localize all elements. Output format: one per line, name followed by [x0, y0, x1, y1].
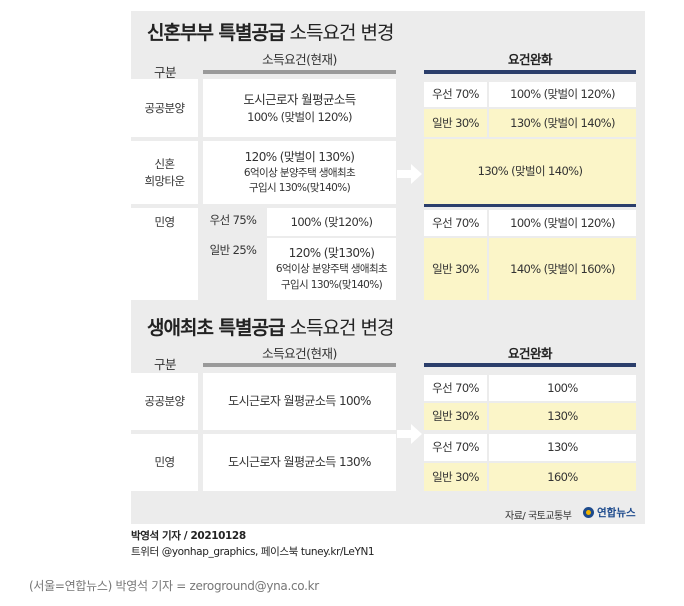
s2-private-priority-label: 우선 70% [424, 434, 487, 461]
s1-town-current-line2: 6억이상 분양주택 생애최초 [243, 166, 356, 179]
s2-public-general-value: 130% [489, 403, 636, 430]
s1-private-relaxed-general-label: 일반 30% [424, 238, 487, 300]
s1-private-general-label: 일반 25% [209, 242, 257, 257]
s1-private-general-line2: 6억이상 분양주택 생애최초 [275, 263, 388, 276]
s1-town-current: 120% (맞벌이 130%) 6억이상 분양주택 생애최초 구입시 130%(… [203, 141, 396, 204]
s2-private-priority-value: 130% [489, 434, 636, 461]
s1-current-bar [203, 70, 396, 74]
source-text: 자료/ 국토교통부 [505, 511, 572, 522]
s2-public-label: 공공분양 [131, 373, 198, 430]
s2-public-priority-label: 우선 70% [424, 375, 487, 401]
s1-public-general-value: 130% (맞벌이 140%) [489, 109, 636, 137]
section1-title-rest: 소득요건 변경 [289, 22, 395, 44]
arrow-right-icon [397, 164, 422, 184]
s1-private-relaxed-priority-value: 100% (맞벌이 120%) [489, 210, 636, 236]
s1-private-general-line3: 구입시 130%(맞140%) [280, 278, 383, 291]
s1-col-relaxed: 요건완화 [507, 52, 553, 67]
s1-public-priority-value: 100% (맞벌이 120%) [489, 82, 636, 107]
s1-private-priority-current: 100% (맞120%) [267, 208, 396, 236]
section2-title-bold: 생애최초 특별공급 [147, 317, 285, 339]
s1-public-current: 도시근로자 월평균소득 100% (맞벌이 120%) [203, 79, 396, 137]
s1-town-label: 신혼 희망타운 [131, 141, 198, 204]
s1-private-general-line1: 120% (맞130%) [288, 246, 375, 261]
article-footer: (서울=연합뉴스) 박영석 기자 = zeroground@yna.co.kr [29, 579, 319, 593]
s1-public-label: 공공분양 [131, 79, 198, 137]
s1-private-relaxed-priority-label: 우선 70% [424, 210, 487, 236]
credit-line2: 트위터 @yonhap_graphics, 페이스북 tuney.kr/LeYN… [131, 546, 375, 558]
s1-relaxed-bar [424, 70, 636, 74]
s2-public-general-label: 일반 30% [424, 403, 487, 430]
s2-private-current: 도시근로자 월평균소득 130% [203, 434, 396, 491]
s1-public-general-label: 일반 30% [424, 109, 487, 137]
s2-relaxed-bar [424, 363, 636, 367]
yonhap-logo: 연합뉴스 [583, 505, 636, 520]
s1-town-relaxed: 130% (맞벌이 140%) [424, 139, 636, 204]
s1-town-current-line3: 구입시 130%(맞140%) [248, 182, 351, 195]
credit-line1: 박영석 기자 / 20210128 [131, 530, 246, 542]
section1-title-bold: 신혼부부 특별공급 [147, 22, 285, 44]
s1-public-current-line2: 100% (맞벌이 120%) [247, 109, 352, 124]
s2-current-bar [203, 363, 396, 367]
section2-title-rest: 소득요건 변경 [289, 317, 395, 339]
s2-col-current: 소득요건(현재) [262, 346, 337, 361]
section2-title: 생애최초 특별공급 소득요건 변경 [147, 313, 395, 340]
s2-private-general-label: 일반 30% [424, 463, 487, 491]
s1-public-priority-label: 우선 70% [424, 82, 487, 107]
s2-public-current: 도시근로자 월평균소득 100% [203, 373, 396, 430]
s1-town-current-line1: 120% (맞벌이 130%) [244, 149, 355, 164]
s2-col-group: 구분 [153, 357, 177, 372]
infographic-panel: 신혼부부 특별공급 소득요건 변경 구분 소득요건(현재) 요건완화 공공분양 … [131, 11, 645, 524]
s1-relaxed-divider [424, 204, 636, 207]
arrow-right-icon [397, 424, 422, 444]
section1-title: 신혼부부 특별공급 소득요건 변경 [147, 18, 395, 45]
s1-town-label-line2: 희망타운 [144, 173, 186, 188]
s1-private-label: 민영 [131, 208, 198, 300]
yonhap-logo-text: 연합뉴스 [597, 507, 636, 519]
s1-private-priority-label: 우선 75% [209, 212, 257, 227]
s1-col-group: 구분 [153, 65, 177, 80]
s2-private-general-value: 160% [489, 463, 636, 491]
s2-public-priority-value: 100% [489, 375, 636, 401]
s1-public-current-line1: 도시근로자 월평균소득 [243, 91, 356, 107]
s1-col-current: 소득요건(현재) [262, 52, 337, 67]
yonhap-logo-icon [583, 507, 594, 518]
s1-private-relaxed-general-value: 140% (맞벌이 160%) [489, 238, 636, 300]
s1-private-general-current: 120% (맞130%) 6억이상 분양주택 생애최초 구입시 130%(맞14… [267, 238, 396, 300]
s2-private-label: 민영 [131, 434, 198, 491]
s2-col-relaxed: 요건완화 [507, 346, 553, 361]
s1-town-label-line1: 신혼 [154, 156, 176, 171]
